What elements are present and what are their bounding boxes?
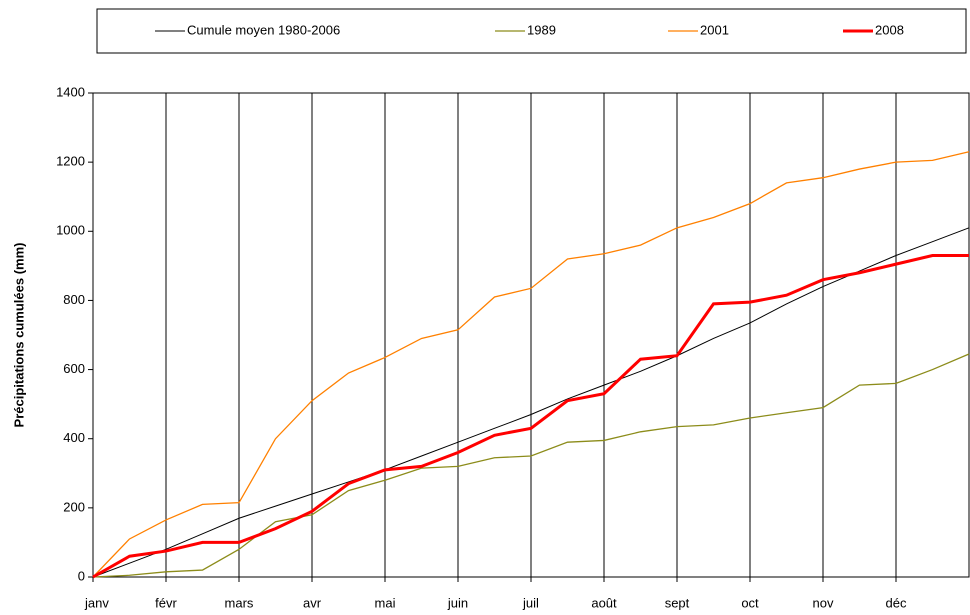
x-tick-label: juil [522, 595, 539, 610]
y-tick-label: 800 [63, 292, 85, 307]
y-tick-label: 1400 [56, 84, 85, 99]
y-tick-label: 400 [63, 430, 85, 445]
y-tick-label: 600 [63, 361, 85, 376]
x-tick-label: mai [375, 595, 396, 610]
x-tick-label: nov [813, 595, 834, 610]
x-tick-label: sept [665, 595, 690, 610]
y-tick-label: 200 [63, 499, 85, 514]
legend-label: 2001 [700, 22, 729, 37]
y-axis-label: Précipitations cumulées (mm) [11, 243, 26, 428]
x-tick-label: mars [225, 595, 254, 610]
y-tick-label: 0 [78, 568, 85, 583]
legend-label: 2008 [875, 22, 904, 37]
series-line [92, 253, 969, 579]
legend-box [96, 8, 967, 54]
x-tick-label: juin [447, 595, 468, 610]
x-tick-label: oct [741, 595, 759, 610]
series-line [92, 227, 970, 578]
y-tick-label: 1200 [56, 154, 85, 169]
legend-label: Cumule moyen 1980-2006 [187, 22, 340, 37]
legend-label: 1989 [527, 22, 556, 37]
series-line [92, 151, 970, 578]
x-tick-label: janv [84, 595, 109, 610]
series-line [92, 353, 970, 578]
y-tick-label: 1000 [56, 223, 85, 238]
x-tick-label: déc [886, 595, 907, 610]
x-tick-label: avr [303, 595, 322, 610]
x-tick-label: févr [155, 595, 177, 610]
x-tick-label: août [591, 595, 617, 610]
